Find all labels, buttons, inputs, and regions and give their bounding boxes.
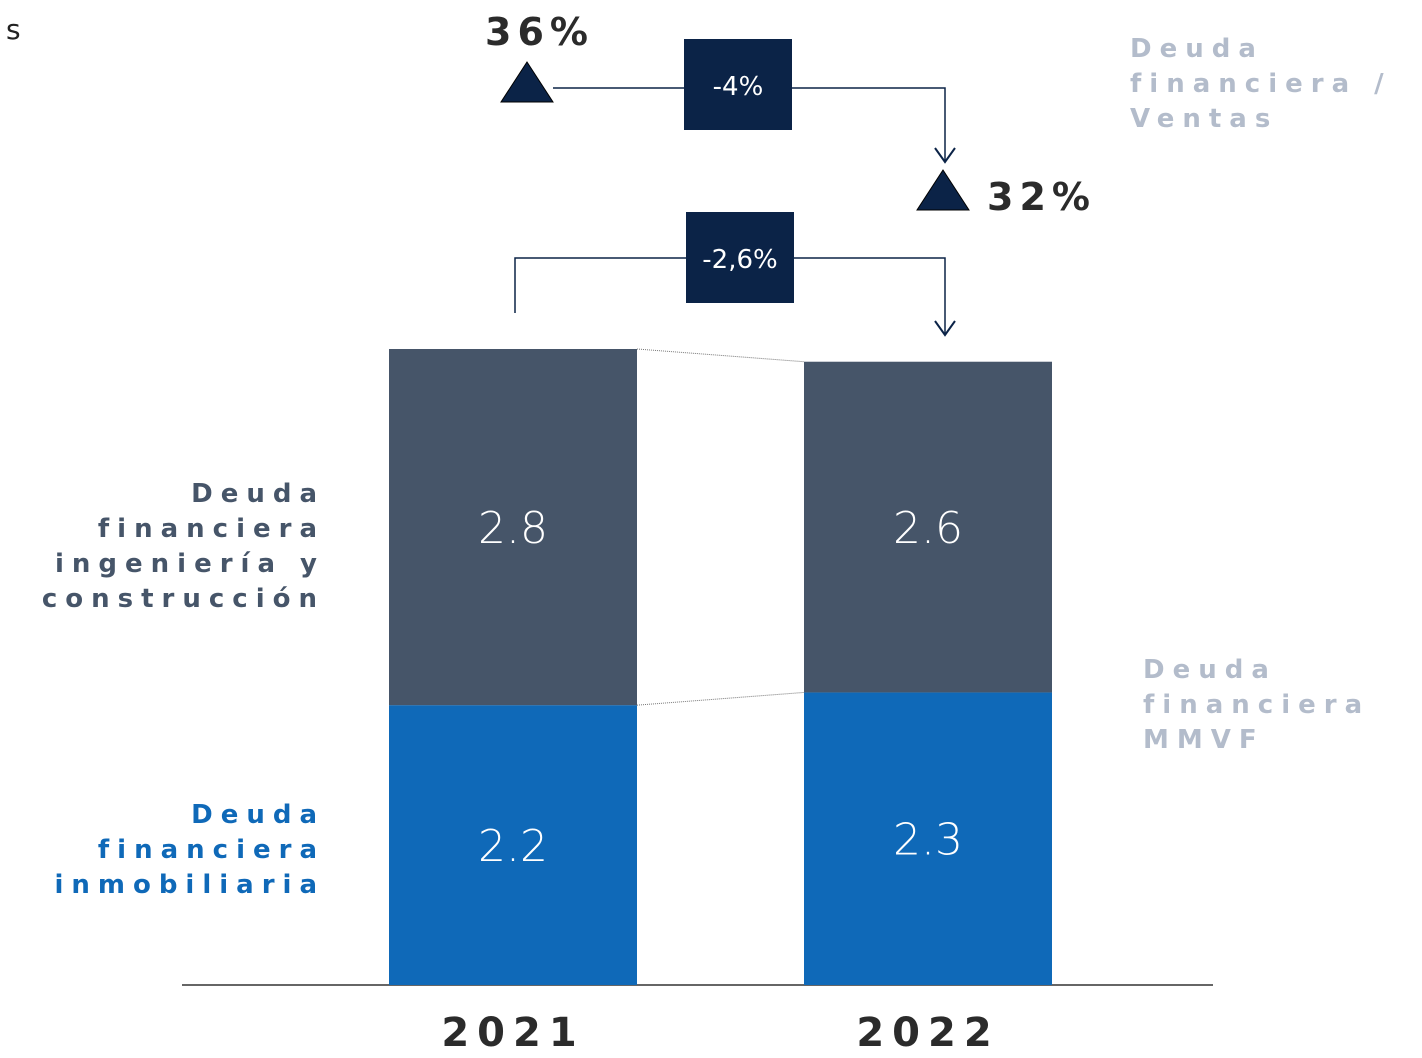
change-label: -2,6% bbox=[702, 245, 777, 275]
ratio-name: Deuda financiera / Ventas bbox=[1130, 34, 1392, 134]
change-label: -4% bbox=[713, 72, 764, 102]
legend-label: Deuda financiera inmobiliaria bbox=[54, 800, 325, 900]
connector bbox=[636, 348, 805, 363]
ratio-label: 36% bbox=[485, 10, 594, 54]
value-label: 2.6 bbox=[893, 503, 963, 554]
connector bbox=[636, 691, 805, 706]
value-label: 2.8 bbox=[478, 503, 548, 554]
change-box bbox=[684, 39, 792, 130]
ratio-marker bbox=[916, 169, 970, 211]
bar-segment bbox=[804, 692, 1052, 985]
bar-segment bbox=[389, 349, 637, 706]
bar-segment bbox=[389, 705, 637, 985]
value-label: 2.2 bbox=[478, 821, 548, 872]
legend-label: Deuda financiera ingeniería y construcci… bbox=[41, 479, 325, 614]
change-box bbox=[686, 212, 794, 303]
ratio-marker bbox=[500, 61, 554, 103]
total-label: Deuda financiera MMVF bbox=[1143, 655, 1371, 755]
x-tick-label: 2022 bbox=[856, 1010, 999, 1056]
arrow-head bbox=[934, 147, 956, 164]
bar-segment bbox=[804, 361, 1052, 693]
x-tick-label: 2021 bbox=[441, 1010, 584, 1056]
value-label: 2.3 bbox=[893, 815, 963, 866]
fragment: s bbox=[6, 13, 21, 46]
arrow-line bbox=[553, 87, 946, 162]
arrow-head bbox=[934, 320, 956, 337]
ratio-label: 32% bbox=[987, 175, 1096, 219]
